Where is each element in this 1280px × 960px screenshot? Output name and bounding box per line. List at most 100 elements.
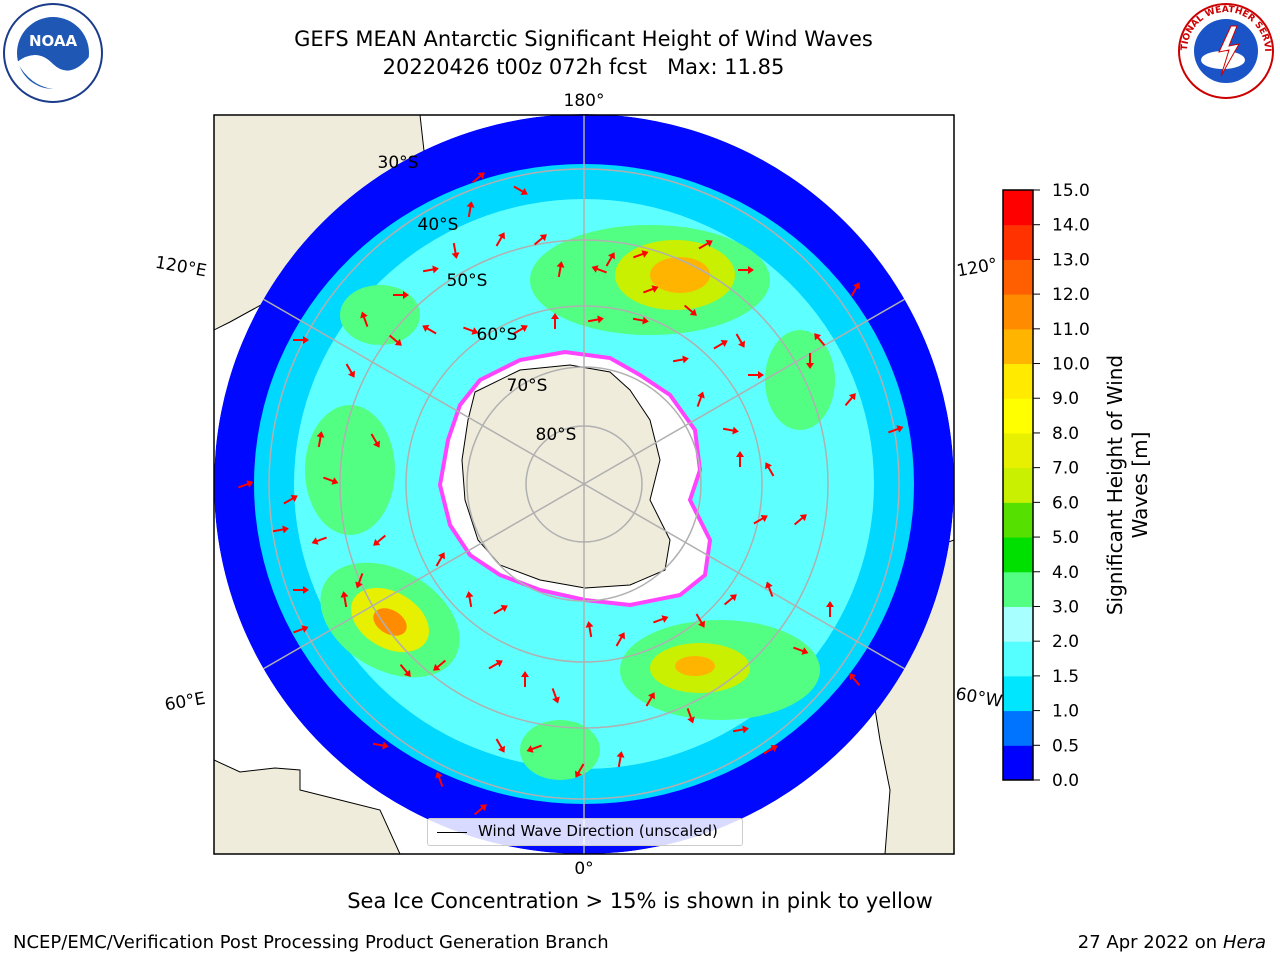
wave-arrow xyxy=(293,336,309,344)
colorbar-block xyxy=(1003,467,1033,503)
wave-arrow xyxy=(399,663,411,677)
wave-arrow xyxy=(551,688,560,704)
lat-label-70s: 70°S xyxy=(507,376,548,396)
lat-label-60s: 60°S xyxy=(477,325,518,345)
wave-arrow xyxy=(311,536,327,545)
wave-arrow xyxy=(605,252,615,267)
map-frame xyxy=(213,114,955,855)
colorbar-tick-label: 6.0 xyxy=(1052,493,1079,513)
wave-arrow xyxy=(806,353,814,369)
wave-arrow xyxy=(585,621,594,638)
wave-arrow xyxy=(695,613,705,628)
wave-direction-arrows xyxy=(238,172,904,816)
wave-arrow xyxy=(373,534,387,546)
lat-label-40s: 40°S xyxy=(418,215,459,235)
colorbar-tick-label: 7.0 xyxy=(1052,459,1079,479)
wave-arrow xyxy=(814,333,826,347)
wave-arrow xyxy=(551,313,559,329)
legend-line-sample xyxy=(437,832,467,833)
colorbar-tick-label: 3.0 xyxy=(1052,597,1079,617)
footer-host: Hera xyxy=(1222,932,1266,953)
wave-arrow xyxy=(735,333,745,348)
footer-date-text: 27 Apr 2022 on xyxy=(1077,932,1223,953)
wave-arrow xyxy=(736,451,744,467)
wave-arrow xyxy=(521,671,529,687)
wave-arrow xyxy=(435,771,444,787)
wave-arrow xyxy=(713,340,728,350)
wave-arrow xyxy=(471,172,485,184)
colorbar-block xyxy=(1003,502,1033,538)
wave-arrow xyxy=(765,581,774,597)
wave-arrow xyxy=(633,250,649,259)
wave-arrow xyxy=(686,708,695,724)
graticule xyxy=(214,114,954,854)
wave-arrow xyxy=(513,325,528,335)
legend-label: Wind Wave Direction (unscaled) xyxy=(478,822,718,840)
wave-arrow xyxy=(632,316,649,325)
wave-arrow xyxy=(793,646,809,655)
wave-arrow xyxy=(370,433,380,448)
wave-arrow xyxy=(643,285,659,294)
wave-arrow xyxy=(316,431,325,448)
colorbar-label: Significant Height of Wind Waves [m] xyxy=(1103,355,1153,615)
wave-arrow xyxy=(793,514,807,526)
lon-label-right-lower: 60°W xyxy=(954,684,1004,712)
wave-arrow xyxy=(672,355,689,364)
colorbar-tick-label: 0.0 xyxy=(1052,771,1079,790)
wave-arrow xyxy=(738,266,754,274)
colorbar-tick-label: 15.0 xyxy=(1052,181,1090,201)
wave-arrow xyxy=(388,334,402,346)
wave-arrow xyxy=(372,741,389,750)
wave-arrow xyxy=(844,393,856,407)
caption: Sea Ice Concentration > 15% is shown in … xyxy=(347,889,933,913)
land-africa xyxy=(214,759,401,854)
colorbar-tick-label: 9.0 xyxy=(1052,389,1079,409)
colorbar-tick-label: 10.0 xyxy=(1052,355,1090,375)
colorbar-block xyxy=(1003,537,1033,573)
colorbar-block xyxy=(1003,675,1033,712)
colorbar-block xyxy=(1003,710,1033,746)
lat-label-30s: 30°S xyxy=(378,153,419,173)
map-legend: Wind Wave Direction (unscaled) xyxy=(427,818,743,846)
colorbar-block xyxy=(1003,259,1033,295)
wave-arrow xyxy=(345,363,355,378)
wave-arrow xyxy=(422,325,437,335)
wave-arrow xyxy=(495,232,505,247)
colorbar-tick-label: 5.0 xyxy=(1052,528,1079,548)
wave-arrow xyxy=(435,552,445,567)
wave-arrow xyxy=(696,391,705,407)
wave-arrow xyxy=(748,371,764,379)
colorbar-block xyxy=(1003,571,1033,607)
wave-arrow xyxy=(763,745,778,755)
wave-arrow xyxy=(323,476,339,485)
colorbar-block xyxy=(1003,745,1033,781)
wave-arrow xyxy=(495,738,505,753)
wave-arrow xyxy=(723,594,737,606)
colorbar-block xyxy=(1003,641,1033,677)
wave-arrow xyxy=(283,495,298,505)
wave-arrow xyxy=(355,573,364,589)
wave-arrow xyxy=(433,659,447,671)
wave-arrow xyxy=(393,291,409,299)
colorbar-block xyxy=(1003,294,1033,330)
wave-arrow xyxy=(616,751,625,768)
nws-logo: NATIONAL WEATHER SERVICE xyxy=(1175,2,1274,99)
colorbar-tick-label: 14.0 xyxy=(1052,216,1090,236)
wave-arrow xyxy=(513,185,528,195)
colorbar-tick-label: 1.5 xyxy=(1052,667,1079,687)
colorbar-tick-label: 4.0 xyxy=(1052,563,1079,583)
wave-arrow xyxy=(238,480,254,489)
wave-arrow xyxy=(698,240,713,250)
colorbar-tick-label: 0.5 xyxy=(1052,736,1079,756)
wave-arrow xyxy=(575,763,585,778)
colorbar-label-line1: Significant Height of Wind xyxy=(1103,354,1127,616)
lon-label-left-lower: 60°E xyxy=(163,689,207,716)
wave-arrow xyxy=(722,426,739,435)
wave-arrow xyxy=(850,282,860,297)
footer-date: 27 Apr 2022 on Hera xyxy=(1078,932,1266,953)
wave-arrow xyxy=(587,315,604,324)
colorbar-tick-label: 13.0 xyxy=(1052,250,1090,270)
wave-arrow xyxy=(615,632,625,647)
wave-arrow xyxy=(463,326,479,335)
wave-arrow xyxy=(849,673,861,687)
